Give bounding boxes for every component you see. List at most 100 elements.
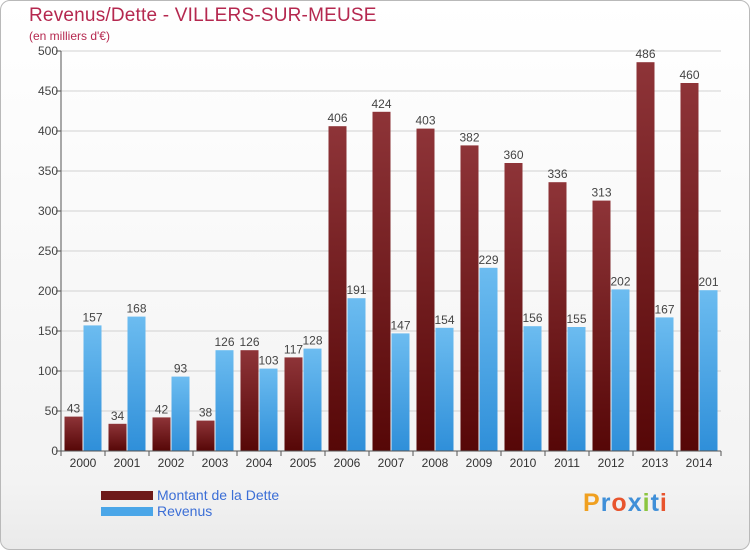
bar-dette (240, 350, 259, 451)
bar-revenus (127, 316, 146, 451)
bar-dette (504, 163, 523, 451)
bar-revenus (699, 290, 718, 451)
data-label-dette: 486 (635, 47, 655, 61)
chart-subtitle: (en milliers d'€) (29, 29, 110, 43)
x-tick-label: 2009 (466, 456, 493, 470)
data-label-dette: 43 (67, 402, 81, 416)
logo-letter: r (600, 489, 612, 517)
logo-letter: o (611, 489, 628, 517)
bar-revenus (435, 327, 454, 451)
y-tick-label: 250 (38, 244, 58, 258)
x-tick-label: 2007 (378, 456, 405, 470)
bar-dette (680, 83, 699, 451)
bar-dette (284, 357, 303, 451)
bar-dette (372, 111, 391, 452)
proxiti-logo: Proxiti (583, 489, 668, 518)
data-label-revenus: 155 (566, 312, 586, 326)
bar-dette (636, 62, 655, 451)
x-tick-label: 2002 (158, 456, 185, 470)
data-label-dette: 424 (371, 97, 391, 111)
bar-dette (328, 126, 347, 451)
bar-dette (152, 417, 171, 451)
y-tick-label: 500 (38, 44, 58, 58)
data-label-dette: 360 (503, 148, 523, 162)
legend: Montant de la Dette Revenus (101, 487, 279, 519)
data-label-revenus: 229 (478, 253, 498, 267)
data-label-revenus: 202 (610, 274, 630, 288)
data-label-revenus: 147 (390, 318, 410, 332)
y-tick-label: 200 (38, 284, 58, 298)
legend-item-dette: Montant de la Dette (101, 487, 279, 503)
logo-letter: x (627, 489, 643, 517)
data-label-dette: 313 (591, 186, 611, 200)
data-label-revenus: 191 (346, 283, 366, 297)
y-tick-label: 50 (45, 404, 59, 418)
x-tick-label: 2000 (70, 456, 97, 470)
bar-dette (108, 423, 127, 451)
data-label-revenus: 167 (654, 302, 674, 316)
bar-revenus (479, 267, 498, 451)
bar-revenus (655, 317, 674, 451)
x-tick-label: 2001 (114, 456, 141, 470)
bar-revenus (171, 376, 190, 451)
bar-dette (64, 416, 83, 451)
data-label-dette: 42 (155, 402, 169, 416)
y-tick-label: 300 (38, 204, 58, 218)
chart-title: Revenus/Dette - VILLERS-SUR-MEUSE (29, 5, 377, 26)
bar-revenus (83, 325, 102, 451)
bar-revenus (215, 350, 234, 451)
bar-dette (548, 182, 567, 451)
x-tick-label: 2013 (642, 456, 669, 470)
x-tick-label: 2004 (246, 456, 273, 470)
data-label-revenus: 128 (302, 334, 322, 348)
legend-swatch-revenus (101, 506, 153, 516)
data-label-dette: 34 (111, 409, 125, 423)
y-tick-label: 150 (38, 324, 58, 338)
logo-letter: t (650, 489, 660, 517)
data-label-dette: 406 (327, 111, 347, 125)
logo-letter: i (659, 489, 668, 517)
bar-dette (460, 145, 479, 451)
y-tick-label: 350 (38, 164, 58, 178)
legend-item-revenus: Revenus (101, 503, 279, 519)
x-tick-label: 2011 (554, 456, 580, 470)
y-tick-label: 400 (38, 124, 58, 138)
legend-label-dette: Montant de la Dette (157, 487, 280, 503)
data-label-revenus: 126 (214, 335, 234, 349)
data-label-dette: 403 (415, 114, 435, 128)
bar-revenus (391, 333, 410, 451)
x-tick-label: 2014 (686, 456, 713, 470)
legend-label-revenus: Revenus (157, 503, 213, 519)
y-tick-label: 0 (51, 444, 58, 458)
legend-swatch-dette (101, 490, 153, 500)
x-tick-label: 2005 (290, 456, 317, 470)
data-label-dette: 38 (199, 406, 213, 420)
x-tick-label: 2012 (598, 456, 625, 470)
bar-revenus (523, 326, 542, 451)
bar-dette (592, 200, 611, 451)
x-tick-label: 2010 (510, 456, 537, 470)
x-tick-label: 2003 (202, 456, 229, 470)
data-label-revenus: 201 (698, 275, 718, 289)
data-label-revenus: 154 (434, 313, 454, 327)
x-tick-label: 2006 (334, 456, 361, 470)
bar-revenus (259, 368, 278, 451)
y-tick-label: 100 (38, 364, 58, 378)
data-label-dette: 382 (459, 130, 479, 144)
bar-revenus (303, 348, 322, 451)
logo-letter: i (642, 489, 651, 517)
y-tick-label: 450 (38, 84, 58, 98)
logo-letter: P (583, 489, 601, 517)
data-label-revenus: 93 (174, 362, 188, 376)
x-tick-label: 2008 (422, 456, 449, 470)
data-label-dette: 117 (284, 342, 303, 356)
data-label-dette: 126 (239, 335, 259, 349)
data-label-dette: 336 (547, 167, 567, 181)
data-label-revenus: 103 (258, 354, 278, 368)
data-label-revenus: 156 (522, 311, 542, 325)
bar-revenus (611, 289, 630, 451)
data-label-revenus: 168 (126, 302, 146, 316)
bar-dette (416, 128, 435, 451)
